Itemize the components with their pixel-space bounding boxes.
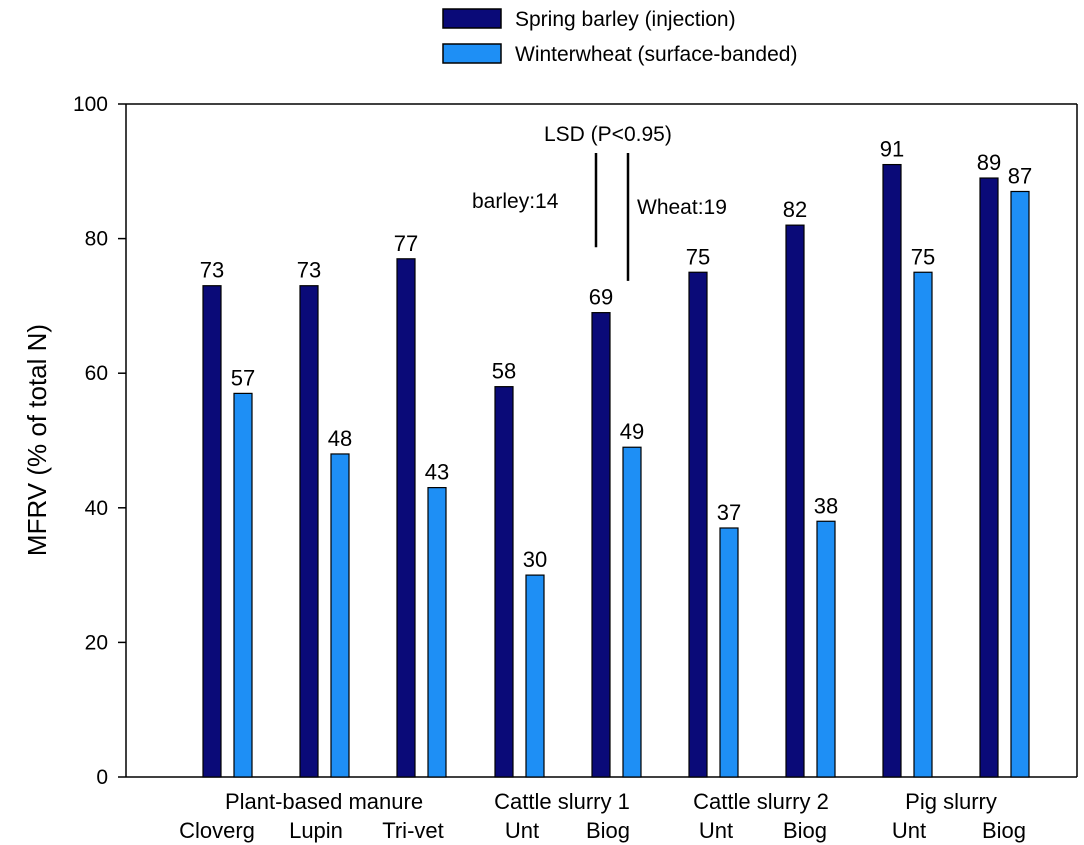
value-label-barley-2: 77 bbox=[394, 231, 418, 256]
x-category-label: Biog bbox=[586, 818, 630, 843]
x-group-labels: Plant-based manure Cattle slurry 1 Cattle … bbox=[225, 789, 997, 814]
value-label-wheat-3: 30 bbox=[523, 547, 547, 572]
bar-wheat-1 bbox=[330, 453, 350, 778]
value-label-barley-8: 89 bbox=[977, 150, 1001, 175]
value-label-barley-1: 73 bbox=[297, 258, 321, 283]
value-label-wheat-1: 48 bbox=[328, 426, 352, 451]
bar-wheat-4 bbox=[622, 446, 642, 778]
y-tick-label: 60 bbox=[85, 362, 108, 385]
lsd-wheat-label: Wheat:19 bbox=[637, 196, 727, 219]
legend-swatch-wheat bbox=[442, 43, 502, 64]
x-category-label: Cloverg bbox=[179, 818, 255, 843]
y-tick-label: 80 bbox=[85, 228, 108, 251]
value-label-wheat-5: 37 bbox=[717, 500, 741, 525]
y-axis-label: MFRV (% of total N) bbox=[22, 324, 52, 556]
value-label-barley-0: 73 bbox=[200, 258, 224, 283]
bar-barley-3 bbox=[494, 386, 514, 778]
value-label-wheat-6: 38 bbox=[814, 493, 838, 518]
x-category-label: Biog bbox=[982, 818, 1026, 843]
y-tick-label: 100 bbox=[73, 93, 108, 116]
value-label-barley-6: 82 bbox=[783, 197, 807, 222]
x-category-labels: Cloverg Lupin Tri-vet Unt Biog Unt Biog Unt Biog bbox=[179, 818, 1026, 843]
x-group-label: Pig slurry bbox=[905, 789, 997, 814]
bar-value-labels: 73 73 77 58 69 75 82 91 89 57 48 43 30 49 37 38 75 87 bbox=[200, 137, 1032, 573]
x-category-label: Tri-vet bbox=[382, 818, 444, 843]
value-label-barley-5: 75 bbox=[686, 244, 710, 269]
legend-label-barley: Spring barley (injection) bbox=[515, 8, 736, 31]
x-category-label: Biog bbox=[783, 818, 827, 843]
value-label-barley-3: 58 bbox=[492, 359, 516, 384]
value-label-wheat-0: 57 bbox=[231, 365, 255, 390]
y-tick-label: 0 bbox=[96, 766, 108, 789]
bar-wheat-7 bbox=[913, 271, 933, 778]
lsd-title: LSD (P<0.95) bbox=[544, 123, 672, 146]
x-group-label: Cattle slurry 2 bbox=[693, 789, 829, 814]
x-category-label: Unt bbox=[505, 818, 539, 843]
x-category-label: Lupin bbox=[289, 818, 343, 843]
value-label-wheat-7: 75 bbox=[911, 244, 935, 269]
bar-wheat-5 bbox=[719, 527, 739, 778]
bar-barley-7 bbox=[882, 163, 902, 778]
bar-barley-0 bbox=[202, 285, 222, 778]
x-category-label: Unt bbox=[892, 818, 926, 843]
bars bbox=[202, 163, 1030, 778]
lsd-barley-label: barley:14 bbox=[472, 190, 559, 213]
bar-barley-2 bbox=[396, 258, 416, 778]
value-label-wheat-4: 49 bbox=[620, 419, 644, 444]
bar-barley-5 bbox=[688, 271, 708, 778]
bar-wheat-8 bbox=[1010, 190, 1030, 778]
legend-swatch-barley bbox=[442, 8, 502, 29]
bar-wheat-0 bbox=[233, 392, 253, 778]
bar-wheat-6 bbox=[816, 520, 836, 778]
lsd-annotation: LSD (P<0.95) barley:14 Wheat:19 bbox=[472, 123, 727, 281]
bar-barley-1 bbox=[299, 285, 319, 778]
value-label-wheat-2: 43 bbox=[425, 460, 449, 485]
value-label-barley-7: 91 bbox=[880, 137, 904, 162]
value-label-wheat-8: 87 bbox=[1008, 163, 1032, 188]
x-group-label: Cattle slurry 1 bbox=[494, 789, 630, 814]
bar-barley-8 bbox=[979, 177, 999, 778]
bar-wheat-3 bbox=[525, 574, 545, 778]
y-ticks: 0 20 40 60 80 100 bbox=[73, 93, 126, 789]
bar-wheat-2 bbox=[427, 487, 447, 778]
legend-label-wheat: Winterwheat (surface-banded) bbox=[515, 43, 797, 66]
y-tick-label: 40 bbox=[85, 497, 108, 520]
bar-barley-4 bbox=[591, 312, 611, 778]
y-tick-label: 20 bbox=[85, 631, 108, 654]
value-label-barley-4: 69 bbox=[589, 285, 613, 310]
x-group-label: Plant-based manure bbox=[225, 789, 423, 814]
bar-barley-6 bbox=[785, 224, 805, 778]
legend: Spring barley (injection) Winterwheat (s… bbox=[442, 8, 797, 66]
x-category-label: Unt bbox=[699, 818, 733, 843]
